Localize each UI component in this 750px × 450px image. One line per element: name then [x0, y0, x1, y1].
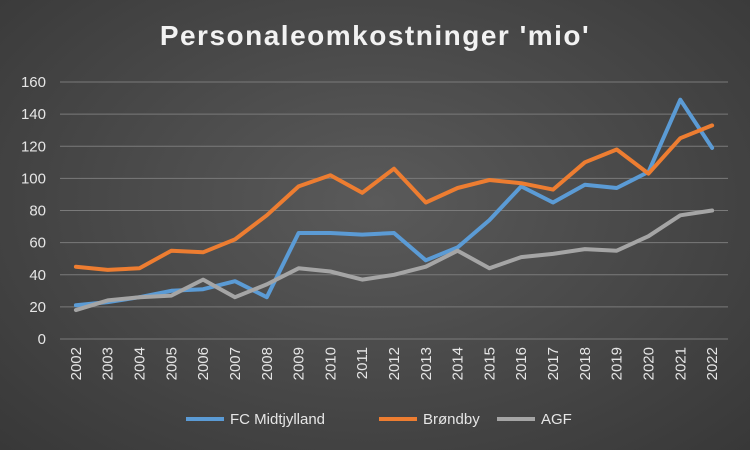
y-tick-label: 140 [21, 106, 46, 123]
x-tick-label: 2003 [100, 347, 117, 380]
x-tick-label: 2007 [227, 347, 244, 380]
legend-label: FC Midtjylland [230, 411, 325, 428]
x-tick-label: 2012 [386, 347, 403, 380]
legend-label: AGF [541, 411, 572, 428]
x-tick-label: 2009 [291, 347, 308, 380]
x-tick-label: 2002 [68, 347, 85, 380]
y-tick-label: 40 [29, 267, 46, 284]
x-tick-label: 2022 [704, 347, 721, 380]
x-tick-label: 2019 [609, 347, 626, 380]
x-tick-label: 2018 [577, 347, 594, 380]
x-tick-label: 2017 [545, 347, 562, 380]
chart-title: Personaleomkostninger 'mio' [159, 20, 591, 51]
x-tick-label: 2005 [163, 347, 180, 380]
x-tick-label: 2010 [322, 347, 339, 380]
y-tick-label: 20 [29, 299, 46, 316]
y-tick-label: 100 [21, 170, 46, 187]
x-tick-label: 2008 [259, 347, 276, 380]
y-tick-label: 160 [21, 74, 46, 91]
series-line-br-ndby [73, 123, 715, 272]
y-tick-label: 80 [29, 203, 46, 220]
y-tick-label: 60 [29, 235, 46, 252]
x-tick-label: 2016 [513, 347, 530, 380]
y-tick-label: 120 [21, 138, 46, 155]
x-tick-label: 2006 [195, 347, 212, 380]
x-tick-label: 2014 [450, 347, 467, 380]
y-tick-label: 0 [38, 331, 46, 348]
legend-label: Brøndby [423, 411, 480, 428]
x-tick-label: 2011 [354, 347, 371, 379]
x-tick-label: 2021 [672, 347, 689, 380]
x-tick-label: 2020 [640, 347, 657, 380]
x-tick-label: 2013 [418, 347, 435, 380]
x-tick-label: 2004 [132, 347, 149, 380]
x-tick-label: 2015 [481, 347, 498, 380]
series-line-agf [73, 208, 715, 313]
